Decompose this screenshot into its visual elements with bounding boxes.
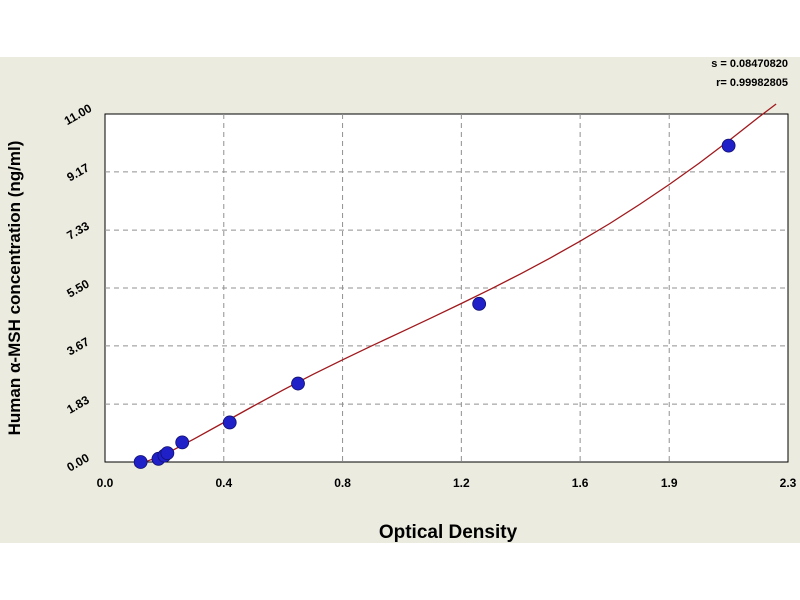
y-tick-labels: 0.00 1.83 3.67 5.50 7.33 9.17 11.00 [62,101,95,474]
x-tick-label: 0.0 [97,476,114,490]
x-tick-label: 1.9 [661,476,678,490]
data-point [472,296,487,311]
y-tick-label: 5.50 [64,276,92,300]
y-tick-label: 0.00 [64,450,92,474]
data-point [222,415,237,430]
x-tick-label: 1.6 [572,476,589,490]
y-axis-title: Human α-MSH concentration (ng/ml) [5,141,24,436]
stat-s: s = 0.08470820 [711,58,788,70]
fit-curve [134,103,777,467]
y-tick-label: 11.00 [62,101,95,128]
x-tick-label: 2.3 [780,476,797,490]
data-points-layer [133,138,736,469]
data-point [721,138,736,153]
data-point [133,455,148,469]
data-point [291,376,305,391]
x-tick-label: 1.2 [453,476,470,490]
x-tick-label: 0.4 [215,476,232,490]
stat-r: r= 0.99982805 [716,77,788,89]
data-point [160,446,175,461]
x-tick-label: 0.8 [334,476,351,490]
fit-curve-layer [134,103,777,467]
chart-panel: 0.00 1.83 3.67 5.50 7.33 9.17 11.00 0.0 0.4 0.8 1… [0,57,800,543]
y-tick-label: 1.83 [64,393,92,417]
data-point [175,435,190,450]
y-tick-label: 3.67 [64,334,92,358]
chart-svg: 0.00 1.83 3.67 5.50 7.33 9.17 11.00 0.0 0.4 0.8 1… [5,101,797,543]
y-tick-label: 7.33 [64,219,92,243]
x-tick-labels: 0.0 0.4 0.8 1.2 1.6 1.9 2.3 [97,476,797,490]
grid-layer [105,114,788,462]
x-axis-title: Optical Density [379,522,518,543]
y-tick-label: 9.17 [64,160,92,184]
